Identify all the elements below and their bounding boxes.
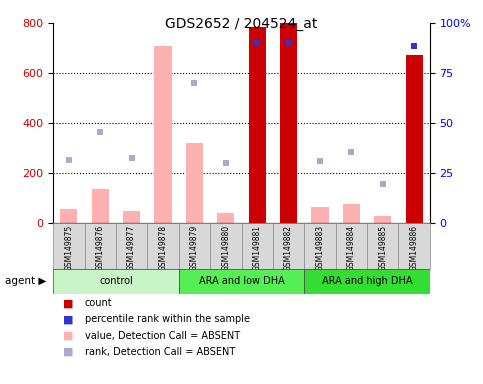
Text: ■: ■ — [63, 347, 73, 357]
Text: count: count — [85, 298, 112, 308]
Bar — [210, 223, 242, 269]
Text: rank, Detection Call = ABSENT: rank, Detection Call = ABSENT — [85, 347, 235, 357]
Bar — [53, 223, 85, 269]
Bar — [147, 223, 179, 269]
Bar — [280, 23, 297, 223]
Text: GSM149883: GSM149883 — [315, 225, 325, 271]
Text: ■: ■ — [63, 331, 73, 341]
Text: GSM149886: GSM149886 — [410, 225, 419, 271]
Text: ■: ■ — [63, 314, 73, 324]
Bar — [85, 223, 116, 269]
Bar — [116, 223, 147, 269]
Bar — [92, 189, 109, 223]
Text: percentile rank within the sample: percentile rank within the sample — [85, 314, 250, 324]
Text: GSM149876: GSM149876 — [96, 225, 105, 271]
Bar — [242, 223, 273, 269]
Text: GSM149882: GSM149882 — [284, 225, 293, 271]
Bar — [304, 223, 336, 269]
Bar — [374, 217, 391, 223]
Text: GSM149878: GSM149878 — [158, 225, 168, 271]
Text: ■: ■ — [63, 298, 73, 308]
Bar — [336, 223, 367, 269]
Bar — [249, 27, 266, 223]
Text: GSM149877: GSM149877 — [127, 225, 136, 271]
Bar — [398, 223, 430, 269]
Bar — [217, 213, 234, 223]
Text: GSM149881: GSM149881 — [253, 225, 262, 271]
Bar — [304, 269, 430, 294]
Text: control: control — [99, 276, 133, 286]
Text: GSM149879: GSM149879 — [190, 225, 199, 271]
Bar — [179, 269, 304, 294]
Text: agent ▶: agent ▶ — [5, 276, 46, 286]
Bar — [60, 209, 77, 223]
Text: ARA and low DHA: ARA and low DHA — [199, 276, 284, 286]
Text: GSM149885: GSM149885 — [378, 225, 387, 271]
Text: GSM149884: GSM149884 — [347, 225, 356, 271]
Text: GSM149880: GSM149880 — [221, 225, 230, 271]
Bar — [312, 207, 328, 223]
Bar — [123, 212, 140, 223]
Text: GSM149875: GSM149875 — [64, 225, 73, 271]
Text: value, Detection Call = ABSENT: value, Detection Call = ABSENT — [85, 331, 240, 341]
Bar — [186, 143, 203, 223]
Text: ARA and high DHA: ARA and high DHA — [322, 276, 412, 286]
Bar — [406, 56, 423, 223]
Bar — [343, 204, 360, 223]
Text: GDS2652 / 204524_at: GDS2652 / 204524_at — [165, 17, 318, 31]
Bar — [367, 223, 398, 269]
Bar — [53, 269, 179, 294]
Bar — [179, 223, 210, 269]
Bar — [155, 46, 171, 223]
Bar — [273, 223, 304, 269]
